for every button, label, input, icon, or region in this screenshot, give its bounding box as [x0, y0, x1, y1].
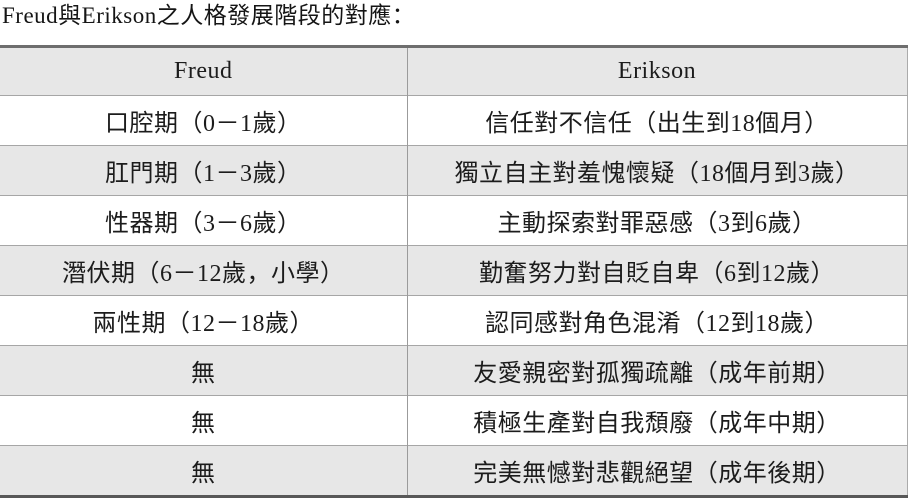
erikson-stage-cell: 獨立自主對羞愧懷疑（18個月到3歲） — [454, 161, 860, 187]
erikson-stage-cell: 信任對不信任（出生到18個月） — [485, 111, 829, 137]
freud-stage-cell: 口腔期（0－1歲） — [0, 95, 408, 146]
header-cell-erikson: Erikson — [617, 58, 697, 84]
freud-stage-cell: 兩性期（12－18歲） — [0, 295, 408, 346]
freud-stage-cell: 性器期（3－6歲） — [0, 195, 408, 246]
freud-stage-cell: 無 — [0, 445, 408, 497]
table-row: 無 積極生產對自我頹廢（成年中期） — [0, 395, 907, 446]
erikson-stage-cell: 主動探索對罪惡感（3到6歲） — [497, 211, 817, 237]
table-row: 無 完美無憾對悲觀絕望（成年後期） — [0, 445, 907, 497]
erikson-stage-cell: 勤奮努力對自貶自卑（6到12歲） — [479, 261, 835, 287]
table-row: 潛伏期（6－12歲，小學） 勤奮努力對自貶自卑（6到12歲） — [0, 245, 907, 296]
freud-stage-cell: 無 — [0, 345, 408, 396]
table-row: 肛門期（1－3歲） 獨立自主對羞愧懷疑（18個月到3歲） — [0, 145, 907, 196]
freud-stage-cell: 無 — [0, 395, 408, 446]
header-row: Freud Erikson — [0, 46, 907, 96]
table-row: 口腔期（0－1歲） 信任對不信任（出生到18個月） — [0, 95, 907, 146]
header-cell-freud: Freud — [0, 46, 408, 96]
table-header: Freud Erikson — [0, 46, 907, 96]
erikson-stage-cell: 積極生產對自我頹廢（成年中期） — [473, 411, 841, 437]
freud-erikson-table: Freud Erikson 口腔期（0－1歲） 信任對不信任（出生到18個月） 肛門… — [0, 45, 908, 498]
erikson-stage-cell: 認同感對角色混淆（12到18歲） — [485, 311, 829, 337]
erikson-stage-cell: 完美無憾對悲觀絕望（成年後期） — [473, 461, 841, 487]
table-body: 口腔期（0－1歲） 信任對不信任（出生到18個月） 肛門期（1－3歲） 獨立自主對羞愧… — [0, 95, 907, 497]
freud-stage-cell: 肛門期（1－3歲） — [0, 145, 408, 196]
table-row: 無 友愛親密對孤獨疏離（成年前期） — [0, 345, 907, 396]
page-title: Freud與Erikson之人格發展階段的對應： — [2, 3, 416, 28]
table-row: 性器期（3－6歲） 主動探索對罪惡感（3到6歲） — [0, 195, 907, 246]
erikson-stage-cell: 友愛親密對孤獨疏離（成年前期） — [473, 361, 841, 387]
table-row: 兩性期（12－18歲） 認同感對角色混淆（12到18歲） — [0, 295, 907, 346]
freud-stage-cell: 潛伏期（6－12歲，小學） — [0, 245, 408, 296]
